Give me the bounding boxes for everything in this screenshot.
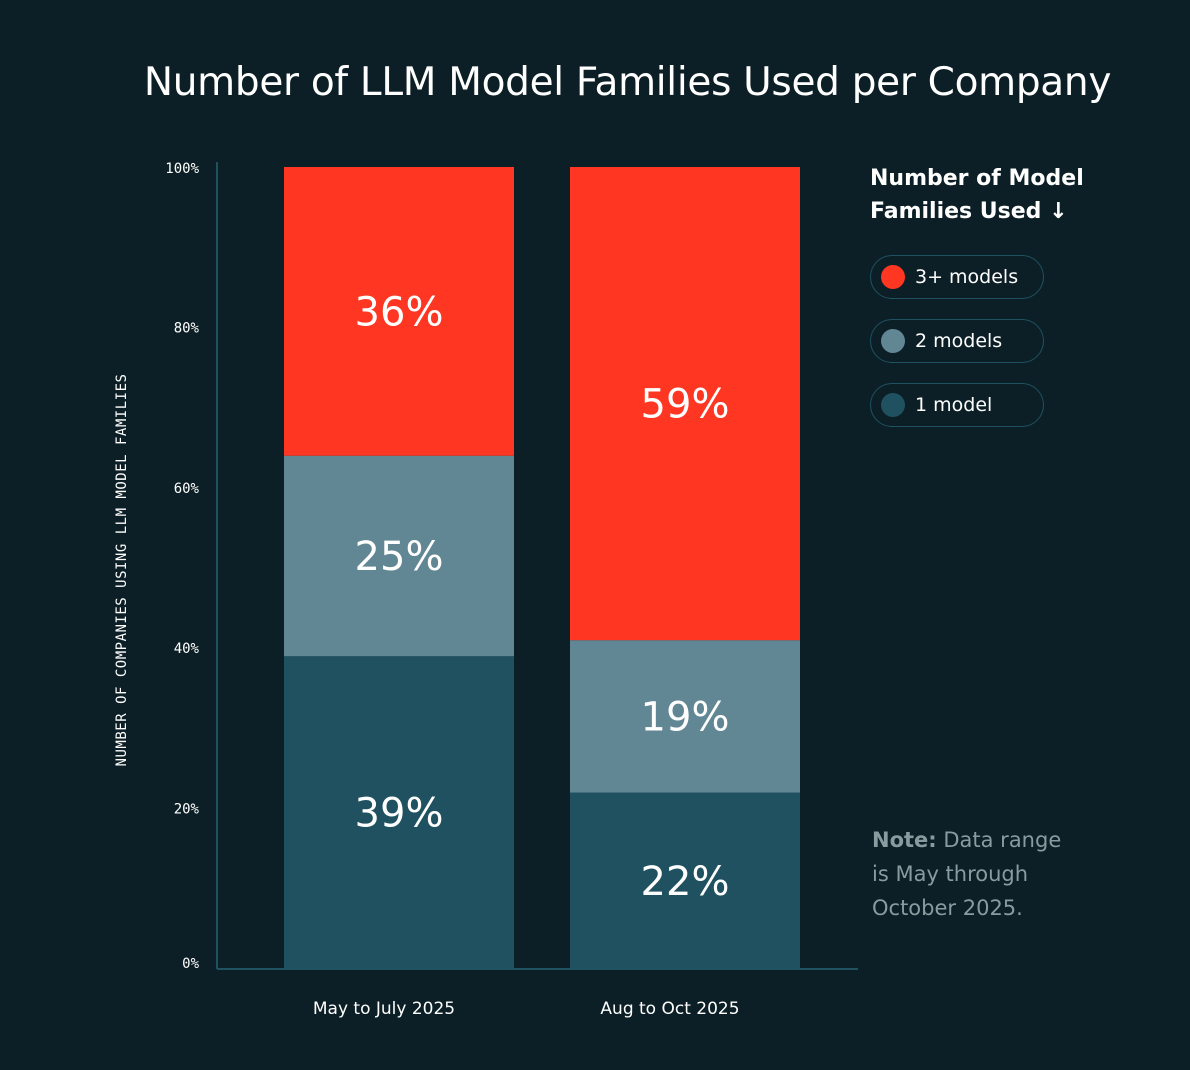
x-tick-label: May to July 2025 (313, 999, 455, 1019)
legend-title-text: Number of Model Families Used ↓ (870, 166, 1084, 224)
data-label: 36% (355, 289, 444, 335)
legend-swatch-icon (881, 265, 905, 289)
legend-label: 1 model (915, 394, 993, 416)
note-label: Note: (872, 828, 937, 852)
y-tick-label: 0% (182, 956, 199, 972)
data-label: 19% (641, 694, 730, 740)
legend-label: 2 models (915, 330, 1003, 352)
y-tick-label: 20% (174, 802, 200, 818)
x-tick-label: Aug to Oct 2025 (600, 999, 739, 1019)
legend-label: 3+ models (915, 266, 1019, 288)
legend-item[interactable]: 1 model (870, 383, 1044, 427)
note-text: Data range is May through October 2025. (872, 828, 1062, 920)
data-label: 39% (355, 791, 444, 837)
bar-segment (284, 167, 514, 456)
y-tick-label: 80% (174, 320, 200, 336)
chart-title: Number of LLM Model Families Used per Co… (143, 60, 1112, 105)
legend-item[interactable]: 3+ models (870, 255, 1044, 299)
legend-item[interactable]: 2 models (870, 319, 1044, 363)
y-tick-label: 60% (174, 481, 200, 497)
bar-segment (570, 792, 800, 969)
y-tick-label: 100% (165, 161, 199, 177)
note: Note: Data range is May through October … (872, 823, 1072, 925)
legend-swatch-icon (881, 329, 905, 353)
data-label: 59% (641, 382, 730, 428)
y-axis-label: NUMBER OF COMPANIES USING LLM MODEL FAMI… (114, 373, 130, 767)
bar-segment (570, 640, 800, 793)
legend-swatch-icon (881, 393, 905, 417)
data-label: 22% (641, 859, 730, 905)
bar-segment (570, 167, 800, 641)
bar-segment (284, 656, 514, 969)
y-tick-label: 40% (174, 641, 200, 657)
data-label: 25% (355, 534, 444, 580)
bar-segment (284, 455, 514, 657)
legend-title: Number of Model Families Used ↓ (870, 162, 1100, 228)
